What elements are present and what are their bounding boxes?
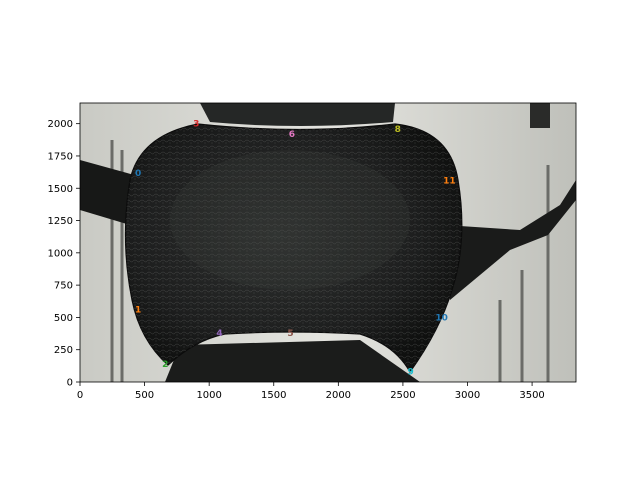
x-tick-label: 3500 (519, 390, 544, 401)
y-tick-label: 1250 (48, 216, 73, 227)
x-axis: 0 500 1000 1500 2000 2500 3000 3500 (77, 382, 545, 401)
plot-frame (79, 102, 577, 383)
landmark-label: 10 (435, 313, 448, 323)
landmark-label: 3 (193, 120, 199, 130)
x-tick-label: 2000 (326, 390, 351, 401)
landmark-label: 8 (395, 125, 401, 135)
x-tick-label: 500 (135, 390, 154, 401)
dark-block (530, 103, 550, 128)
y-tick-label: 0 (67, 378, 73, 389)
y-tick-label: 2000 (48, 119, 73, 130)
head-region (200, 103, 395, 126)
x-tick-label: 1000 (196, 390, 221, 401)
landmark-label: 0 (135, 169, 141, 179)
landmark-label: 11 (443, 177, 456, 187)
landmark-label: 9 (408, 368, 414, 378)
x-tick-label: 1500 (261, 390, 286, 401)
right-leg (445, 180, 576, 300)
y-tick-label: 500 (54, 313, 73, 324)
landmark-label: 2 (162, 360, 168, 370)
landmark-label: 1 (135, 306, 141, 316)
x-tick-label: 0 (77, 390, 83, 401)
lower-body (165, 340, 420, 382)
y-axis: 0 250 500 750 1000 1250 1500 1750 2000 (48, 119, 80, 389)
landmarks: 0 1 2 3 4 5 6 8 9 10 11 (135, 120, 456, 378)
landmark-label: 5 (287, 329, 293, 339)
specimen-photo (80, 103, 576, 382)
y-tick-label: 250 (54, 345, 73, 356)
landmark-label: 6 (289, 130, 295, 140)
y-tick-label: 1500 (48, 184, 73, 195)
x-tick-label: 2500 (390, 390, 415, 401)
landmark-label: 4 (216, 329, 222, 339)
x-tick-label: 3000 (455, 390, 480, 401)
y-tick-label: 1750 (48, 151, 73, 162)
y-tick-label: 1000 (48, 248, 73, 259)
y-tick-label: 750 (54, 281, 73, 292)
